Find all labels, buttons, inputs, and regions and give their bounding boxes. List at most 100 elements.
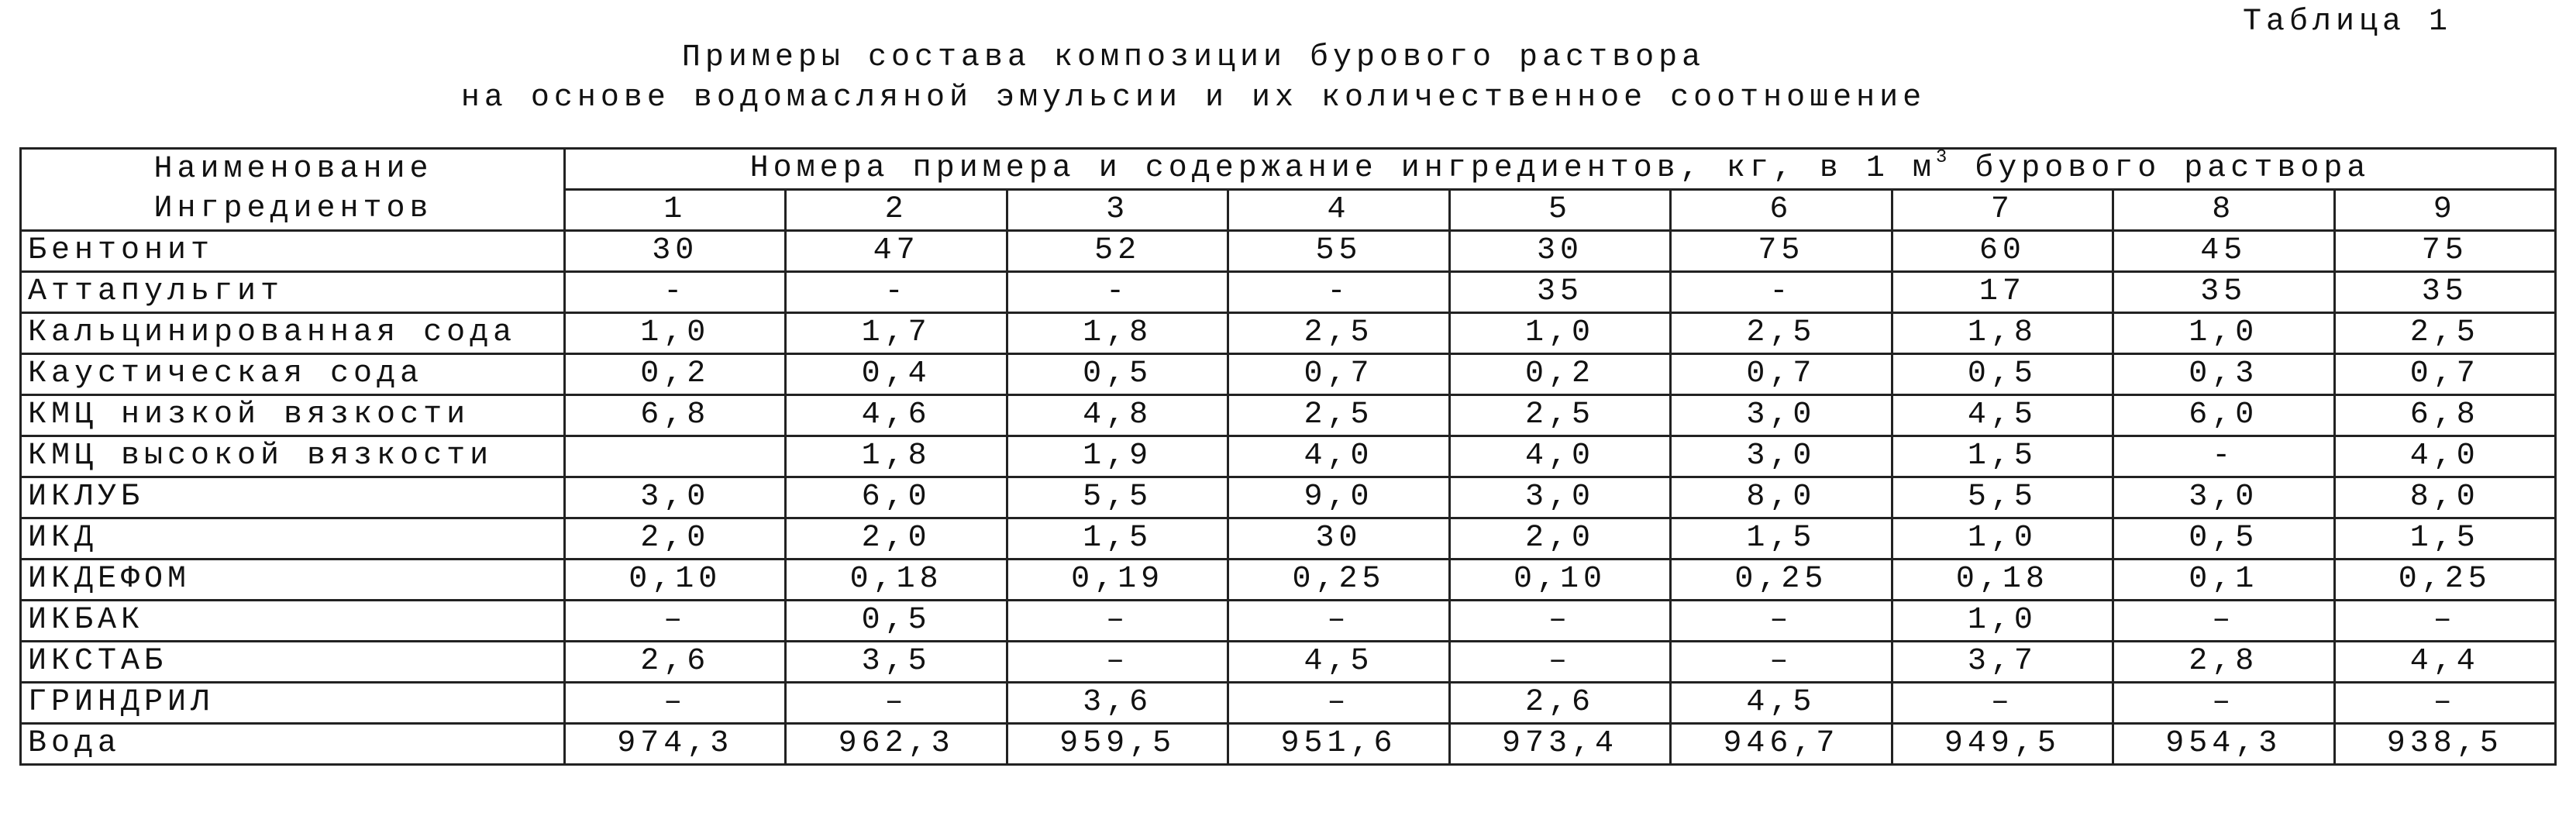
table-cell: 954,3: [2113, 724, 2334, 765]
table-cell: 35: [2334, 272, 2556, 313]
table-cell: 52: [1007, 231, 1228, 272]
table-cell: 2,6: [565, 642, 786, 683]
table-cell: –: [1671, 601, 1892, 642]
table-cell: 1,8: [786, 436, 1007, 477]
table-cell: 5,5: [1892, 477, 2113, 518]
header-cell: Номера примера и содержание ингредиентов…: [565, 149, 2556, 190]
table-cell: 75: [1671, 231, 1892, 272]
header-row: НаименованиеНомера примера и содержание …: [21, 149, 2556, 190]
table-cell: 3,0: [2113, 477, 2334, 518]
table-cell: –: [2113, 683, 2334, 724]
table-cell: -: [565, 272, 786, 313]
table-cell: 0,5: [1007, 354, 1228, 395]
table-cell: -: [786, 272, 1007, 313]
header-text: Номера примера и содержание ингредиентов…: [750, 151, 1936, 186]
table-cell: 0,1: [2113, 560, 2334, 601]
table-row: Кальцинированная сода1,01,71,82,51,02,51…: [21, 313, 2556, 354]
table-cell: [565, 436, 786, 477]
table-cell: 0,25: [1671, 560, 1892, 601]
table-cell: 2,0: [565, 518, 786, 560]
ingredient-name: Вода: [21, 724, 565, 765]
table-cell: –: [1228, 683, 1449, 724]
table-cell: 0,5: [2113, 518, 2334, 560]
table-cell: 1,0: [1892, 601, 2113, 642]
table-cell: 962,3: [786, 724, 1007, 765]
table-row: ИКДЕФОМ0,100,180,190,250,100,250,180,10,…: [21, 560, 2556, 601]
table-cell: 6,8: [565, 395, 786, 436]
table-cell: 4,5: [1671, 683, 1892, 724]
table-cell: 6,0: [786, 477, 1007, 518]
table-cell: 35: [2113, 272, 2334, 313]
ingredient-name: ИКЛУБ: [21, 477, 565, 518]
table-row: КМЦ высокой вязкости1,81,94,04,03,01,5-4…: [21, 436, 2556, 477]
table-row: Вода974,3962,3959,5951,6973,4946,7949,59…: [21, 724, 2556, 765]
ingredient-name: Аттапульгит: [21, 272, 565, 313]
table: НаименованиеНомера примера и содержание …: [19, 147, 2557, 766]
table-cell: 1,0: [2113, 313, 2334, 354]
table-cell: 2,5: [1228, 395, 1449, 436]
ingredient-name: КМЦ высокой вязкости: [21, 436, 565, 477]
table-row: ИКД2,02,01,5302,01,51,00,51,5: [21, 518, 2556, 560]
table-cell: 30: [1449, 231, 1670, 272]
ingredient-name: ИКДЕФОМ: [21, 560, 565, 601]
table-cell: 4,8: [1007, 395, 1228, 436]
table-row: ИКЛУБ3,06,05,59,03,08,05,53,08,0: [21, 477, 2556, 518]
ingredient-name: ИКБАК: [21, 601, 565, 642]
table-cell: 0,4: [786, 354, 1007, 395]
table-cell: 4,6: [786, 395, 1007, 436]
table-cell: 3,0: [1671, 436, 1892, 477]
table-cell: -: [1007, 272, 1228, 313]
table-cell: 2,5: [1671, 313, 1892, 354]
table-cell: 55: [1228, 231, 1449, 272]
table-cell: 0,5: [1892, 354, 2113, 395]
table-cell: 2,5: [1449, 395, 1670, 436]
title-line: на основе водомасляной эмульсии и их кол…: [0, 81, 2387, 115]
table-cell: 0,7: [1228, 354, 1449, 395]
ingredient-name: ИКД: [21, 518, 565, 560]
table-cell: 949,5: [1892, 724, 2113, 765]
table-cell: 959,5: [1007, 724, 1228, 765]
table-cell: -: [1671, 272, 1892, 313]
table-cell: 946,7: [1671, 724, 1892, 765]
table-cell: 951,6: [1228, 724, 1449, 765]
table-cell: 4,0: [1449, 436, 1670, 477]
table-cell: –: [565, 601, 786, 642]
table-cell: 1,5: [2334, 518, 2556, 560]
table-cell: 2,5: [1228, 313, 1449, 354]
table-cell: 1,0: [565, 313, 786, 354]
table-cell: 2,0: [1449, 518, 1670, 560]
column-number: 2: [786, 190, 1007, 231]
title-line: Примеры состава композиции бурового раст…: [0, 40, 2387, 75]
ingredient-name: Каустическая сода: [21, 354, 565, 395]
column-number: 3: [1007, 190, 1228, 231]
ingredient-name: ГРИНДРИЛ: [21, 683, 565, 724]
header-cell: Ингредиентов: [21, 190, 565, 231]
table-cell: 1,5: [1892, 436, 2113, 477]
table-cell: 3,5: [786, 642, 1007, 683]
table-cell: 6,0: [2113, 395, 2334, 436]
table-cell: 4,0: [1228, 436, 1449, 477]
table-row: КМЦ низкой вязкости6,84,64,82,52,53,04,5…: [21, 395, 2556, 436]
ingredient-name: Кальцинированная сода: [21, 313, 565, 354]
table-cell: 1,5: [1671, 518, 1892, 560]
table-cell: –: [1671, 642, 1892, 683]
table-cell: –: [1892, 683, 2113, 724]
table-cell: –: [786, 683, 1007, 724]
column-number: 6: [1671, 190, 1892, 231]
table-cell: -: [1228, 272, 1449, 313]
table-cell: 5,5: [1007, 477, 1228, 518]
table-cell: 1,8: [1007, 313, 1228, 354]
table-cell: 30: [565, 231, 786, 272]
table-cell: 4,0: [2334, 436, 2556, 477]
ingredient-name: ИКСТАБ: [21, 642, 565, 683]
table-body: НаименованиеНомера примера и содержание …: [21, 149, 2556, 765]
table-cell: -: [2113, 436, 2334, 477]
table-cell: 2,5: [2334, 313, 2556, 354]
column-number: 1: [565, 190, 786, 231]
table-cell: 938,5: [2334, 724, 2556, 765]
table-cell: 0,10: [1449, 560, 1670, 601]
table-cell: 974,3: [565, 724, 786, 765]
table-row: ГРИНДРИЛ––3,6–2,64,5–––: [21, 683, 2556, 724]
table-cell: –: [2113, 601, 2334, 642]
table-cell: 1,0: [1892, 518, 2113, 560]
